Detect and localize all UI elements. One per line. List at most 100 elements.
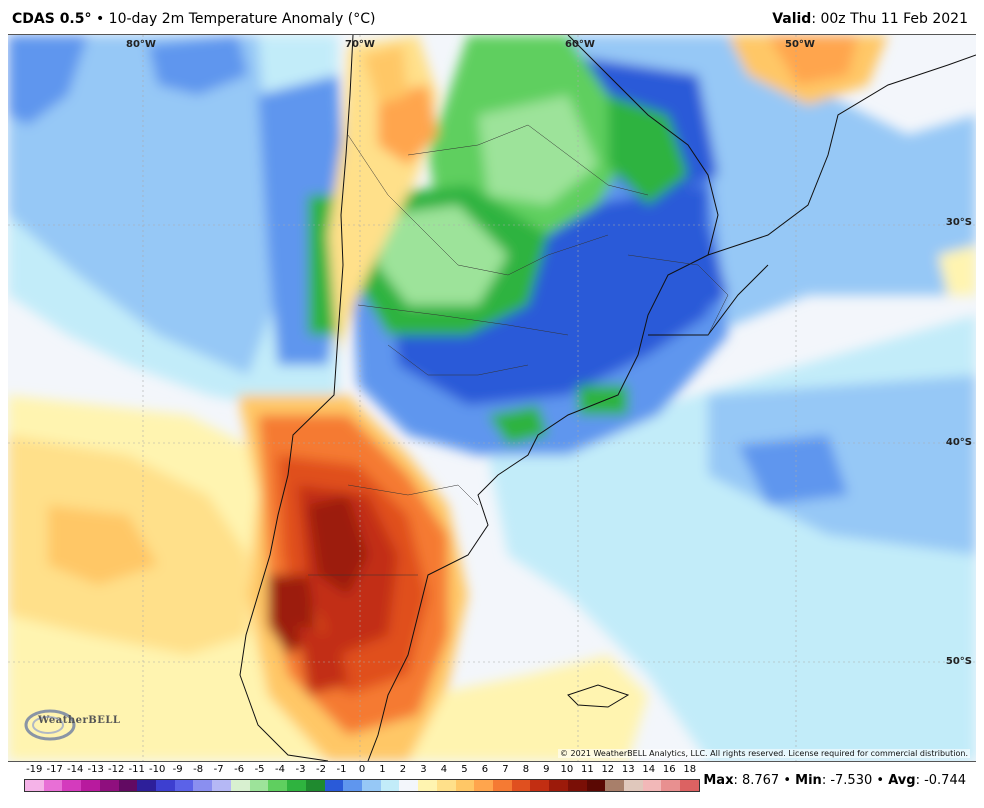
colorbar-tick-label: -4	[275, 764, 286, 775]
colorbar-swatch	[81, 780, 100, 791]
borders	[308, 124, 729, 576]
colorbar-labels: -19 -17 -14 -13 -12 -11 -10 -9 -8 -7 -6 -5 -4 -3 -2 -1 0…	[24, 764, 700, 778]
colorbar-swatch	[624, 780, 643, 791]
map-canvas	[8, 35, 976, 761]
colorbar-tick-label: 5	[461, 764, 468, 775]
lon-label-60w: 60°W	[565, 39, 595, 50]
coastlines	[239, 35, 976, 761]
avg-value: : -0.744	[915, 773, 966, 788]
colorbar-tick-label: 8	[522, 764, 530, 775]
colorbar-swatch	[193, 780, 213, 791]
product-unit: °C)	[353, 11, 376, 27]
colorbar-tick-label: 10	[560, 764, 574, 775]
colorbar-swatch	[305, 780, 325, 791]
colorbar-swatch	[511, 780, 531, 791]
model-name: CDAS 0.5	[12, 11, 85, 27]
colorbar-tick-label: 4	[440, 764, 448, 775]
footer: -19 -17 -14 -13 -12 -11 -10 -9 -8 -7 -6 -5 -4 -3 -2 -1 0…	[0, 760, 984, 808]
weatherbell-logo: WeatherBELL	[22, 701, 132, 745]
colorbar-swatch	[212, 780, 231, 791]
colorbar-tick-label: -10	[148, 764, 166, 775]
weatherbell-swirl-icon	[24, 709, 76, 741]
colorbar-swatch	[567, 780, 587, 791]
colorbar-tick-label: -2	[316, 764, 327, 775]
colorbar-swatch	[361, 780, 381, 791]
copyright: © 2021 WeatherBELL Analytics, LLC. All r…	[558, 749, 970, 758]
colorbar-tick-label: -12	[108, 764, 125, 775]
anomaly-map[interactable]: 80°W 70°W 60°W 50°W 30°S 40°S 50°S Weath…	[8, 34, 976, 762]
colorbar-swatch	[137, 780, 157, 791]
colorbar-swatch	[549, 780, 568, 791]
colorbar-swatch	[174, 780, 194, 791]
colorbar-tick-label: 0	[358, 764, 366, 775]
colorbar-tick-label: 2	[399, 764, 407, 775]
colorbar-swatch	[605, 780, 624, 791]
colorbar-tick-label: -11	[128, 764, 145, 775]
colorbar-swatch	[418, 780, 437, 791]
max-value: : 8.767	[733, 773, 780, 788]
colorbar	[24, 779, 700, 792]
lon-label-70w: 70°W	[345, 39, 375, 50]
product-name: 10-day 2m Temperature Anomaly (	[108, 11, 354, 27]
colorbar-swatch	[43, 780, 63, 791]
valid-time: Valid: 00z Thu 11 Feb 2021	[772, 11, 968, 27]
colorbar-tick-label: -9	[172, 764, 183, 775]
colorbar-tick-label: 18	[683, 764, 697, 775]
min-value: : -7.530	[821, 773, 873, 788]
colorbar-swatch	[324, 780, 344, 791]
colorbar-swatch	[474, 780, 493, 791]
colorbar-swatch	[680, 780, 699, 791]
colorbar-tick-label: 12	[601, 764, 615, 775]
model-degree: °	[84, 11, 92, 27]
colorbar-tick-label: 13	[621, 764, 635, 775]
colorbar-tick-label: 11	[580, 764, 594, 775]
colorbar-swatch	[287, 780, 306, 791]
graticule	[8, 35, 976, 761]
colorbar-swatch	[249, 780, 269, 791]
min-label: Min	[795, 773, 822, 788]
lat-label-40s: 40°S	[945, 437, 972, 448]
colorbar-swatch	[586, 780, 606, 791]
colorbar-tick-label: 6	[481, 764, 489, 775]
colorbar-swatch	[399, 780, 419, 791]
colorbar-tick-label: -5	[254, 764, 265, 775]
colorbar-tick-label: -13	[87, 764, 104, 775]
colorbar-tick-label: -1	[336, 764, 347, 775]
colorbar-tick-label: -8	[193, 764, 204, 775]
colorbar-tick-label: -17	[46, 764, 63, 775]
avg-label: Avg	[888, 773, 916, 788]
colorbar-tick-label: 14	[642, 764, 656, 775]
colorbar-tick-label: 3	[420, 764, 427, 775]
colorbar-tick-label: 9	[543, 764, 550, 775]
colorbar-swatch	[492, 780, 512, 791]
valid-label: Valid	[772, 11, 812, 27]
lon-label-50w: 50°W	[785, 39, 815, 50]
colorbar-tick-label: 16	[662, 764, 676, 775]
colorbar-swatch	[268, 780, 288, 791]
valid-value: : 00z Thu 11 Feb 2021	[811, 11, 968, 27]
max-label: Max	[703, 773, 734, 788]
colorbar-tick-label: -3	[295, 764, 306, 775]
colorbar-swatch	[530, 780, 550, 791]
colorbar-swatch	[25, 780, 44, 791]
anomaly-field	[8, 35, 976, 761]
lat-label-50s: 50°S	[945, 656, 972, 667]
colorbar-tick-label: -14	[67, 764, 84, 775]
stats-separator-2: •	[876, 773, 885, 788]
lon-label-80w: 80°W	[126, 39, 156, 50]
colorbar-tick-label: -7	[213, 764, 224, 775]
header: CDAS 0.5° • 10-day 2m Temperature Anomal…	[0, 0, 984, 34]
lat-label-30s: 30°S	[945, 217, 972, 228]
colorbar-swatch	[436, 780, 456, 791]
map-title: CDAS 0.5° • 10-day 2m Temperature Anomal…	[12, 11, 375, 27]
colorbar-swatch	[380, 780, 400, 791]
title-separator: •	[95, 11, 105, 27]
colorbar-tick-label: 1	[379, 764, 386, 775]
field-stats: Max: 8.767 • Min: -7.530 • Avg: -0.744	[703, 773, 966, 788]
colorbar-swatch	[156, 780, 175, 791]
logo-text: WeatherBELL	[38, 715, 121, 726]
colorbar-tick-label: 7	[502, 764, 509, 775]
colorbar-swatch	[343, 780, 362, 791]
colorbar-swatch	[230, 780, 250, 791]
colorbar-swatch	[99, 780, 119, 791]
